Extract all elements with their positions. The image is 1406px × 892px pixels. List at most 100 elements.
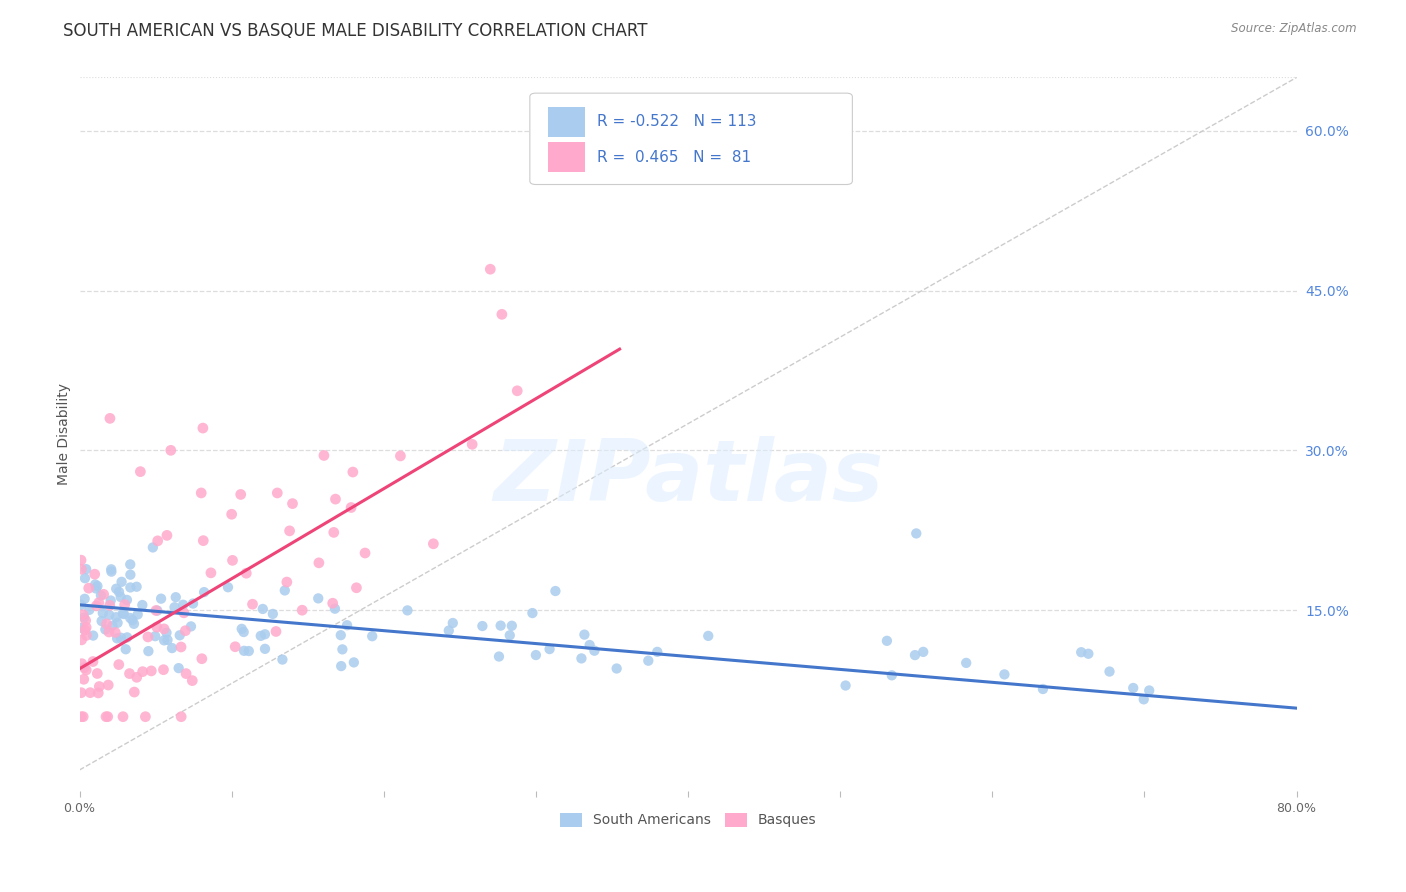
Point — [129, 465, 152, 479]
Point — [190, 486, 212, 500]
Point — [396, 603, 419, 617]
Point — [422, 537, 444, 551]
Point — [232, 625, 254, 640]
Point — [1122, 681, 1144, 695]
Point — [544, 584, 567, 599]
Point — [105, 582, 128, 596]
Point — [145, 603, 167, 617]
Point — [1032, 681, 1054, 696]
Point — [90, 614, 112, 628]
Point — [104, 610, 127, 624]
Point — [880, 668, 903, 682]
Text: SOUTH AMERICAN VS BASQUE MALE DISABILITY CORRELATION CHART: SOUTH AMERICAN VS BASQUE MALE DISABILITY… — [63, 22, 648, 40]
Point — [79, 686, 101, 700]
Point — [146, 533, 169, 548]
Point — [307, 591, 329, 606]
Point — [1137, 683, 1160, 698]
Point — [153, 633, 176, 648]
Point — [325, 492, 347, 507]
Point — [100, 565, 122, 579]
Point — [252, 602, 274, 616]
Point — [955, 656, 977, 670]
Point — [125, 580, 148, 594]
Point — [75, 628, 97, 642]
Point — [138, 644, 160, 658]
Point — [77, 581, 100, 595]
Point — [84, 577, 107, 591]
Point — [121, 613, 143, 627]
Point — [242, 597, 264, 611]
Point — [312, 449, 335, 463]
Point — [98, 625, 121, 640]
Point — [111, 607, 134, 621]
Point — [112, 607, 135, 621]
Point — [193, 585, 215, 599]
Point — [70, 632, 93, 647]
Point — [441, 615, 464, 630]
Point — [993, 667, 1015, 681]
Point — [70, 709, 93, 723]
Point — [70, 562, 93, 576]
Point — [127, 607, 149, 622]
Point — [72, 607, 94, 622]
Point — [167, 661, 190, 675]
Point — [174, 624, 197, 638]
Text: R =  0.465   N =  81: R = 0.465 N = 81 — [596, 150, 751, 165]
Point — [538, 642, 561, 657]
Point — [905, 526, 928, 541]
Y-axis label: Male Disability: Male Disability — [58, 384, 72, 485]
Point — [75, 620, 97, 634]
Point — [70, 657, 93, 671]
Point — [98, 599, 121, 613]
Point — [274, 583, 297, 598]
Point — [110, 574, 132, 589]
Point — [191, 651, 214, 665]
Point — [120, 611, 142, 625]
Point — [876, 633, 898, 648]
Text: ZIPatlas: ZIPatlas — [494, 435, 883, 518]
Point — [697, 629, 720, 643]
Point — [72, 709, 94, 723]
Point — [131, 598, 153, 612]
Point — [82, 629, 104, 643]
Point — [89, 680, 111, 694]
Point — [73, 591, 96, 606]
Point — [501, 619, 523, 633]
Point — [97, 678, 120, 692]
Point — [172, 598, 194, 612]
Point — [100, 562, 122, 576]
Bar — [548, 107, 585, 136]
Point — [266, 486, 288, 500]
Point — [170, 709, 193, 723]
Point — [262, 607, 284, 621]
Point — [146, 604, 169, 618]
Point — [191, 421, 214, 435]
Point — [354, 546, 377, 560]
Point — [361, 629, 384, 643]
Point — [104, 625, 127, 640]
Point — [221, 553, 243, 567]
Point — [70, 621, 93, 635]
Point — [111, 709, 134, 723]
Point — [181, 597, 204, 611]
Point — [180, 619, 202, 633]
Point — [142, 541, 165, 555]
Point — [73, 661, 96, 675]
Point — [82, 655, 104, 669]
Point — [499, 628, 522, 642]
Point — [114, 642, 136, 657]
Point — [231, 622, 253, 636]
Point — [96, 616, 118, 631]
Point — [343, 656, 366, 670]
Point — [336, 618, 359, 632]
Point — [1070, 645, 1092, 659]
Text: Source: ZipAtlas.com: Source: ZipAtlas.com — [1232, 22, 1357, 36]
Point — [120, 567, 142, 582]
Point — [75, 663, 97, 677]
Point — [461, 437, 484, 451]
Point — [165, 591, 187, 605]
Point — [152, 663, 174, 677]
Bar — [548, 143, 585, 172]
Point — [506, 384, 529, 398]
Point — [160, 641, 183, 656]
